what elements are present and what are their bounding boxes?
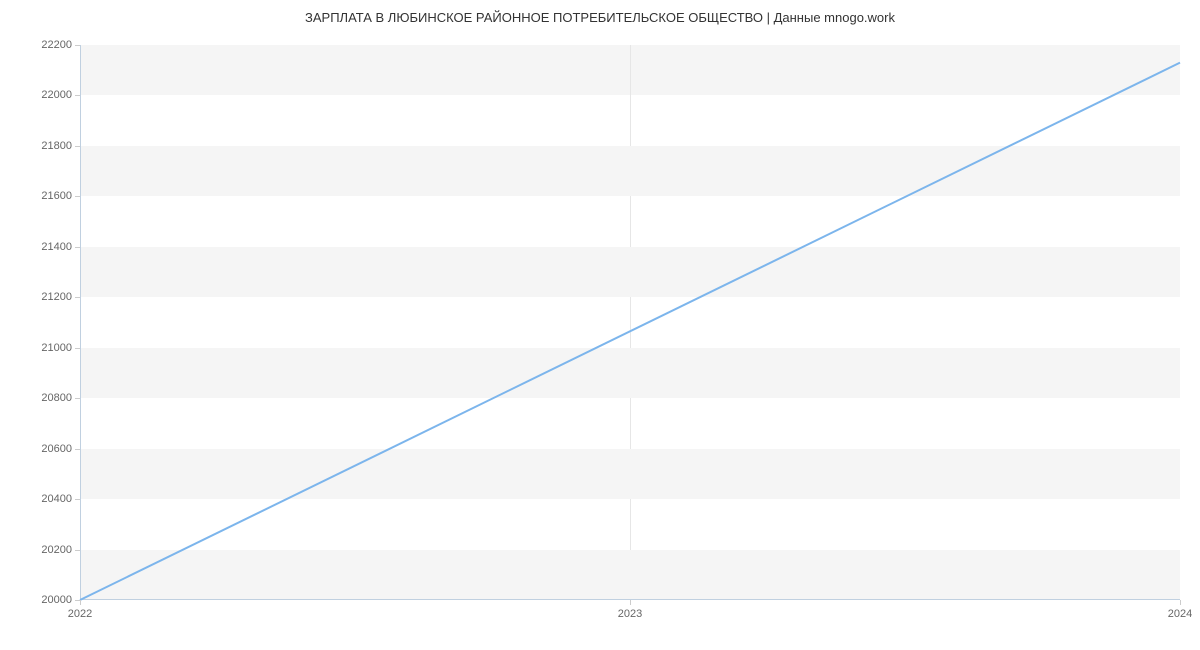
y-tick-mark: [75, 449, 80, 450]
x-tick-label: 2024: [1168, 608, 1192, 620]
x-tick-label: 2022: [68, 608, 92, 620]
y-tick-mark: [75, 196, 80, 197]
x-tick-mark: [630, 600, 631, 605]
y-tick-mark: [75, 348, 80, 349]
y-tick-mark: [75, 297, 80, 298]
y-tick-mark: [75, 45, 80, 46]
y-tick-label: 22200: [41, 39, 72, 51]
chart-title: ЗАРПЛАТА В ЛЮБИНСКОЕ РАЙОННОЕ ПОТРЕБИТЕЛ…: [0, 10, 1200, 25]
plot-area: 2000020200204002060020800210002120021400…: [80, 45, 1180, 600]
y-tick-mark: [75, 550, 80, 551]
line-series-layer: [80, 45, 1180, 600]
y-tick-mark: [75, 247, 80, 248]
y-tick-label: 20600: [41, 443, 72, 455]
y-tick-label: 22000: [41, 89, 72, 101]
y-tick-mark: [75, 499, 80, 500]
y-tick-label: 20400: [41, 493, 72, 505]
y-tick-label: 21200: [41, 291, 72, 303]
x-tick-label: 2023: [618, 608, 642, 620]
y-tick-label: 20200: [41, 544, 72, 556]
y-tick-label: 21800: [41, 140, 72, 152]
salary-line-chart: ЗАРПЛАТА В ЛЮБИНСКОЕ РАЙОННОЕ ПОТРЕБИТЕЛ…: [0, 0, 1200, 650]
y-tick-label: 20000: [41, 594, 72, 606]
y-tick-label: 21600: [41, 190, 72, 202]
x-tick-mark: [80, 600, 81, 605]
y-tick-label: 21000: [41, 342, 72, 354]
y-tick-label: 20800: [41, 392, 72, 404]
series-line-salary: [80, 63, 1180, 600]
x-tick-mark: [1180, 600, 1181, 605]
y-tick-mark: [75, 95, 80, 96]
y-tick-label: 21400: [41, 241, 72, 253]
y-tick-mark: [75, 146, 80, 147]
y-tick-mark: [75, 398, 80, 399]
